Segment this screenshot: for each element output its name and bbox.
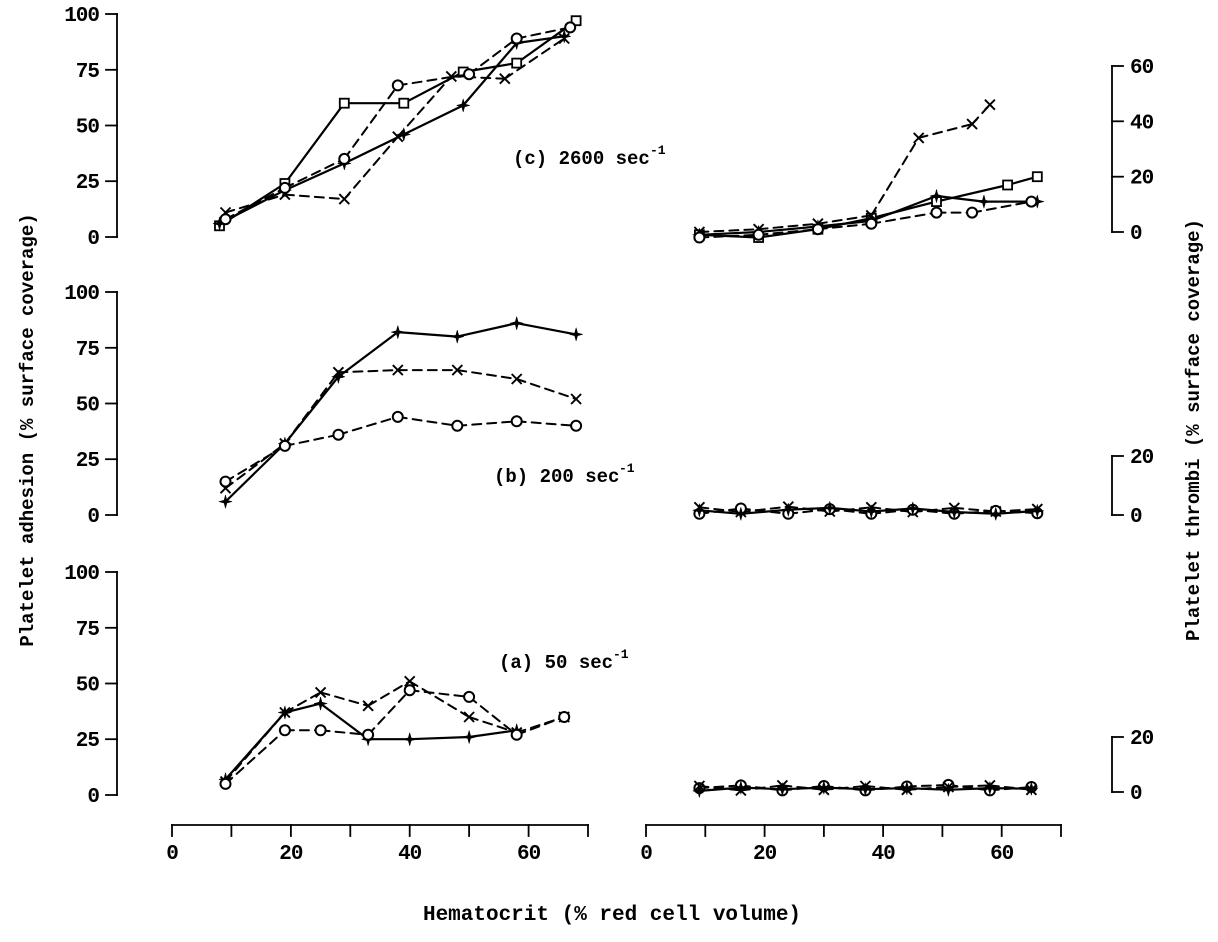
svg-text:40: 40 bbox=[871, 843, 895, 866]
svg-text:100: 100 bbox=[64, 5, 99, 28]
svg-text:-1: -1 bbox=[650, 143, 666, 158]
svg-text:(b) 200 sec: (b) 200 sec bbox=[494, 466, 619, 488]
svg-text:Hematocrit (% red cell volume): Hematocrit (% red cell volume) bbox=[423, 904, 801, 927]
svg-text:20: 20 bbox=[1130, 168, 1154, 191]
svg-text:100: 100 bbox=[64, 563, 99, 586]
svg-text:50: 50 bbox=[76, 117, 100, 140]
svg-text:0: 0 bbox=[87, 228, 99, 251]
svg-text:-1: -1 bbox=[613, 647, 629, 662]
svg-text:0: 0 bbox=[1130, 223, 1142, 246]
svg-text:40: 40 bbox=[1130, 112, 1154, 135]
svg-text:75: 75 bbox=[76, 339, 100, 362]
svg-text:0: 0 bbox=[640, 843, 652, 866]
svg-text:20: 20 bbox=[1130, 447, 1154, 470]
svg-text:Platelet adhesion (% surface c: Platelet adhesion (% surface coverage) bbox=[17, 213, 39, 646]
svg-text:0: 0 bbox=[1130, 506, 1142, 529]
svg-text:20: 20 bbox=[1130, 728, 1154, 751]
svg-text:0: 0 bbox=[166, 843, 178, 866]
svg-text:Platelet thrombi (% surface co: Platelet thrombi (% surface coverage) bbox=[1183, 219, 1205, 641]
svg-text:0: 0 bbox=[1130, 783, 1142, 806]
svg-text:0: 0 bbox=[87, 506, 99, 529]
svg-text:25: 25 bbox=[76, 172, 100, 195]
svg-text:75: 75 bbox=[76, 619, 100, 642]
svg-text:60: 60 bbox=[517, 843, 541, 866]
svg-text:20: 20 bbox=[753, 843, 777, 866]
svg-text:40: 40 bbox=[398, 843, 422, 866]
svg-text:75: 75 bbox=[76, 61, 100, 84]
svg-text:-1: -1 bbox=[619, 461, 635, 476]
svg-text:20: 20 bbox=[279, 843, 303, 866]
svg-text:0: 0 bbox=[87, 786, 99, 809]
svg-text:50: 50 bbox=[76, 675, 100, 698]
svg-text:25: 25 bbox=[76, 450, 100, 473]
svg-text:100: 100 bbox=[64, 283, 99, 306]
svg-text:50: 50 bbox=[76, 395, 100, 418]
svg-text:(c) 2600 sec: (c) 2600 sec bbox=[513, 148, 650, 170]
svg-text:60: 60 bbox=[1130, 57, 1154, 80]
svg-text:25: 25 bbox=[76, 730, 100, 753]
svg-text:(a) 50 sec: (a) 50 sec bbox=[499, 652, 613, 674]
svg-text:60: 60 bbox=[990, 843, 1014, 866]
